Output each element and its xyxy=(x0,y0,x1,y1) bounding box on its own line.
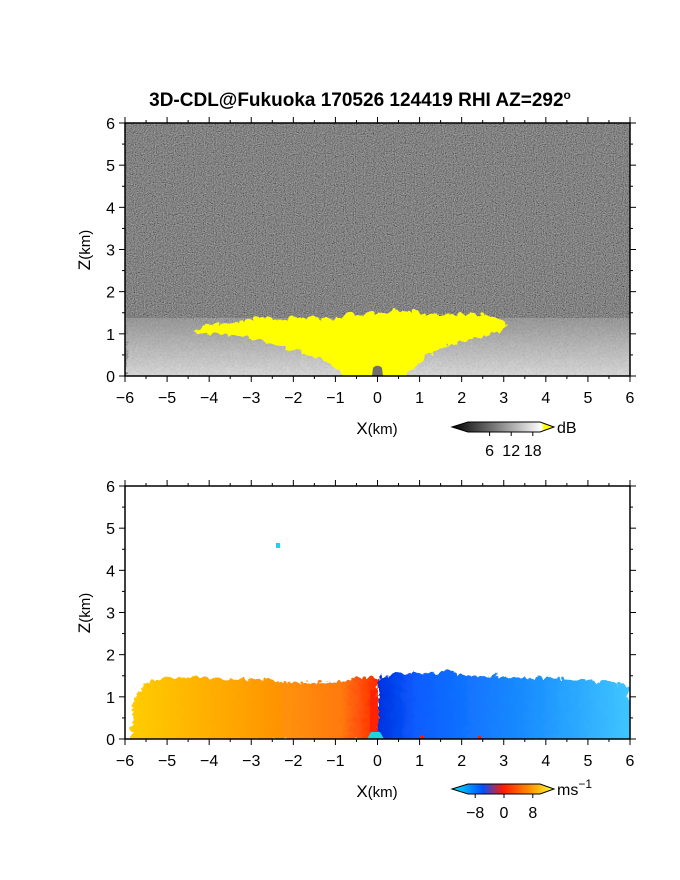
velocity-x-tick-label: 4 xyxy=(541,753,550,770)
velocity-ground-clutter xyxy=(367,732,384,739)
chart-title: 3D-CDL@Fukuoka 170526 124419 RHI AZ=292o xyxy=(149,88,571,111)
snr-xlabel: X(km) xyxy=(356,419,397,438)
snr-x-tick-label: 1 xyxy=(415,390,424,407)
velocity-ylabel: Z(km) xyxy=(75,593,94,633)
velocity-x-tick-label: −1 xyxy=(326,753,344,770)
snr-ground-clutter xyxy=(372,365,383,376)
snr-y-tick-label: 5 xyxy=(106,158,115,175)
velocity-y-axis: 0 1 2 3 4 5 6 xyxy=(106,479,636,749)
velocity-clutter-red-2 xyxy=(478,736,481,739)
snr-y-tick-label: 0 xyxy=(106,369,115,386)
velocity-colorbar-tick-label: 0 xyxy=(500,805,509,822)
snr-y-tick-label: 3 xyxy=(106,243,115,260)
velocity-positive-region xyxy=(130,674,376,739)
snr-x-tick-label: 2 xyxy=(457,390,466,407)
snr-y-tick-label: 1 xyxy=(106,327,115,344)
snr-colorbar-unit: dB xyxy=(557,420,577,437)
snr-x-tick-label: −3 xyxy=(242,390,260,407)
velocity-colorbar-tick-label: 8 xyxy=(528,805,537,822)
velocity-y-tick-label: 2 xyxy=(106,648,115,665)
velocity-y-tick-label: 6 xyxy=(106,479,115,496)
snr-x-tick-label: 4 xyxy=(541,390,550,407)
velocity-x-tick-label: −2 xyxy=(284,753,302,770)
snr-colorbar-tick-label: 18 xyxy=(524,443,542,460)
snr-colorbar-bar xyxy=(450,421,556,433)
snr-y-tick-label: 6 xyxy=(106,116,115,133)
velocity-negative-region xyxy=(376,670,628,739)
velocity-x-tick-label: −6 xyxy=(116,753,134,770)
velocity-x-tick-label: −3 xyxy=(242,753,260,770)
snr-x-tick-label: 6 xyxy=(626,390,635,407)
velocity-colorbar-bar xyxy=(450,783,556,795)
snr-x-tick-label: 0 xyxy=(373,390,382,407)
snr-colorbar-ticks: 6 12 18 xyxy=(485,432,542,460)
velocity-x-tick-label: −4 xyxy=(200,753,218,770)
snr-x-tick-label: −6 xyxy=(116,390,134,407)
snr-x-tick-label: −4 xyxy=(200,390,218,407)
snr-x-tick-label: −1 xyxy=(326,390,344,407)
velocity-x-tick-label: −5 xyxy=(158,753,176,770)
velocity-shear-line xyxy=(370,690,378,739)
velocity-x-tick-label: 1 xyxy=(415,753,424,770)
velocity-y-tick-label: 5 xyxy=(106,521,115,538)
snr-x-tick-label: 5 xyxy=(583,390,592,407)
velocity-y-tick-label: 0 xyxy=(106,732,115,749)
velocity-colorbar-ticks: −8 0 8 xyxy=(466,794,537,822)
snr-colorbar-tick-label: 6 xyxy=(485,443,494,460)
snr-x-tick-label: −5 xyxy=(158,390,176,407)
velocity-plot-area xyxy=(130,543,628,739)
snr-x-tick-label: 3 xyxy=(499,390,508,407)
velocity-colorbar-tick-label: −8 xyxy=(466,805,484,822)
velocity-x-tick-label: 5 xyxy=(583,753,592,770)
velocity-colorbar-unit: ms−1 xyxy=(557,777,592,799)
velocity-x-tick-label: 3 xyxy=(499,753,508,770)
velocity-y-tick-label: 4 xyxy=(106,563,115,580)
snr-saturated-region xyxy=(190,307,505,376)
snr-y-tick-label: 4 xyxy=(106,200,115,217)
velocity-isolated-echo xyxy=(276,543,280,548)
velocity-y-tick-label: 1 xyxy=(106,690,115,707)
snr-colorbar-tick-label: 12 xyxy=(502,443,520,460)
velocity-x-tick-label: 0 xyxy=(373,753,382,770)
velocity-x-tick-label: 6 xyxy=(626,753,635,770)
velocity-y-tick-label: 3 xyxy=(106,606,115,623)
velocity-xlabel: X(km) xyxy=(356,782,397,801)
snr-y-tick-label: 2 xyxy=(106,285,115,302)
snr-x-axis: −6 −5 −4 −3 −2 −1 0 1 2 3 4 5 6 xyxy=(116,117,635,407)
velocity-x-tick-label: 2 xyxy=(457,753,466,770)
velocity-colorbar: −8 0 8 ms−1 xyxy=(450,777,592,822)
velocity-x-axis: −6 −5 −4 −3 −2 −1 0 1 2 3 4 5 6 xyxy=(116,480,635,770)
snr-x-tick-label: −2 xyxy=(284,390,302,407)
velocity-clutter-red-1 xyxy=(420,735,424,739)
snr-y-axis: 0 1 2 3 4 5 6 xyxy=(106,116,636,386)
snr-colorbar: 6 12 18 dB xyxy=(450,420,577,460)
snr-plot-area xyxy=(125,123,630,376)
snr-ylabel: Z(km) xyxy=(75,230,94,270)
